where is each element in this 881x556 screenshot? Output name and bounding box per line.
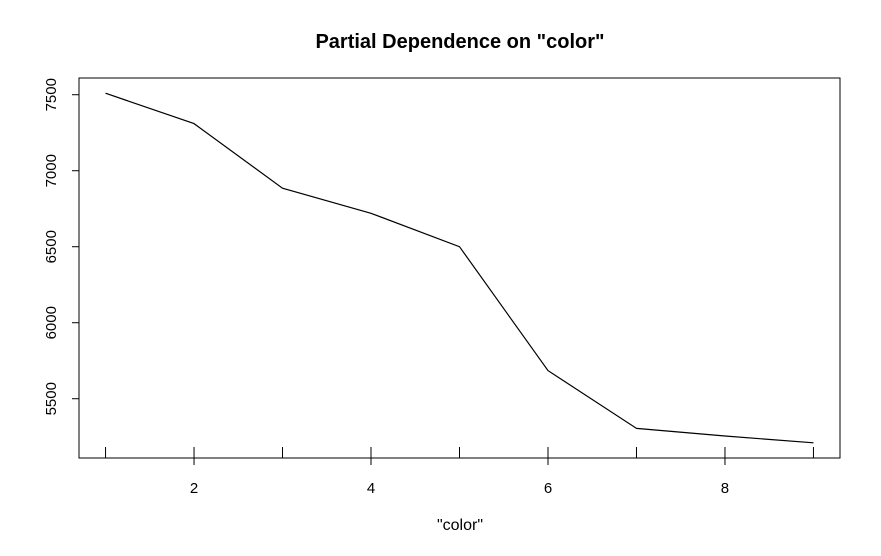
y-tick-label-5500: 5500	[43, 382, 60, 415]
y-tick-label-6000: 6000	[43, 306, 60, 339]
y-tick-label-6500: 6500	[43, 230, 60, 263]
x-tick-label-6: 6	[544, 480, 552, 497]
x-tick-label-4: 4	[367, 480, 375, 497]
y-tick-label-7000: 7000	[43, 154, 60, 187]
rug-marks	[105, 447, 814, 458]
x-axis: 2 4 6 8	[190, 457, 729, 497]
x-tick-label-8: 8	[721, 480, 729, 497]
plot-frame	[78, 77, 841, 459]
chart-title: Partial Dependence on "color"	[315, 31, 604, 53]
series-line	[105, 92, 814, 444]
y-tick-label-7500: 7500	[43, 78, 60, 111]
x-axis-label: "color"	[437, 517, 483, 534]
x-tick-label-2: 2	[190, 480, 198, 497]
y-axis: 5500 6000 6500 7000 7500	[43, 78, 80, 415]
